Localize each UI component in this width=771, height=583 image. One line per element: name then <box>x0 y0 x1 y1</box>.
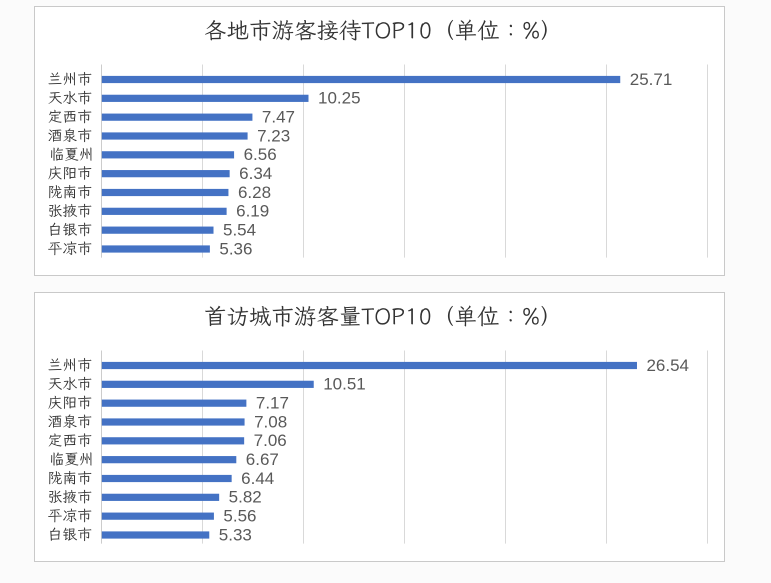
svg-text:7.47: 7.47 <box>262 107 295 126</box>
svg-text:5.56: 5.56 <box>223 506 256 525</box>
svg-text:5.33: 5.33 <box>219 525 252 544</box>
svg-text:5.36: 5.36 <box>219 239 252 258</box>
svg-text:7.23: 7.23 <box>257 126 290 145</box>
svg-text:6.28: 6.28 <box>238 183 271 202</box>
svg-text:6.67: 6.67 <box>246 450 279 469</box>
svg-text:7.08: 7.08 <box>254 412 287 431</box>
svg-text:6.19: 6.19 <box>236 202 269 221</box>
svg-text:7.06: 7.06 <box>254 431 287 450</box>
svg-text:26.54: 26.54 <box>646 356 689 375</box>
svg-text:6.34: 6.34 <box>239 164 272 183</box>
svg-text:25.71: 25.71 <box>630 70 673 89</box>
svg-text:5.54: 5.54 <box>223 220 256 239</box>
svg-text:7.17: 7.17 <box>256 393 289 412</box>
svg-text:10.25: 10.25 <box>318 89 361 108</box>
svg-text:5.82: 5.82 <box>229 488 262 507</box>
svg-text:10.51: 10.51 <box>323 375 366 394</box>
svg-text:6.44: 6.44 <box>241 469 274 488</box>
svg-text:6.56: 6.56 <box>244 145 277 164</box>
